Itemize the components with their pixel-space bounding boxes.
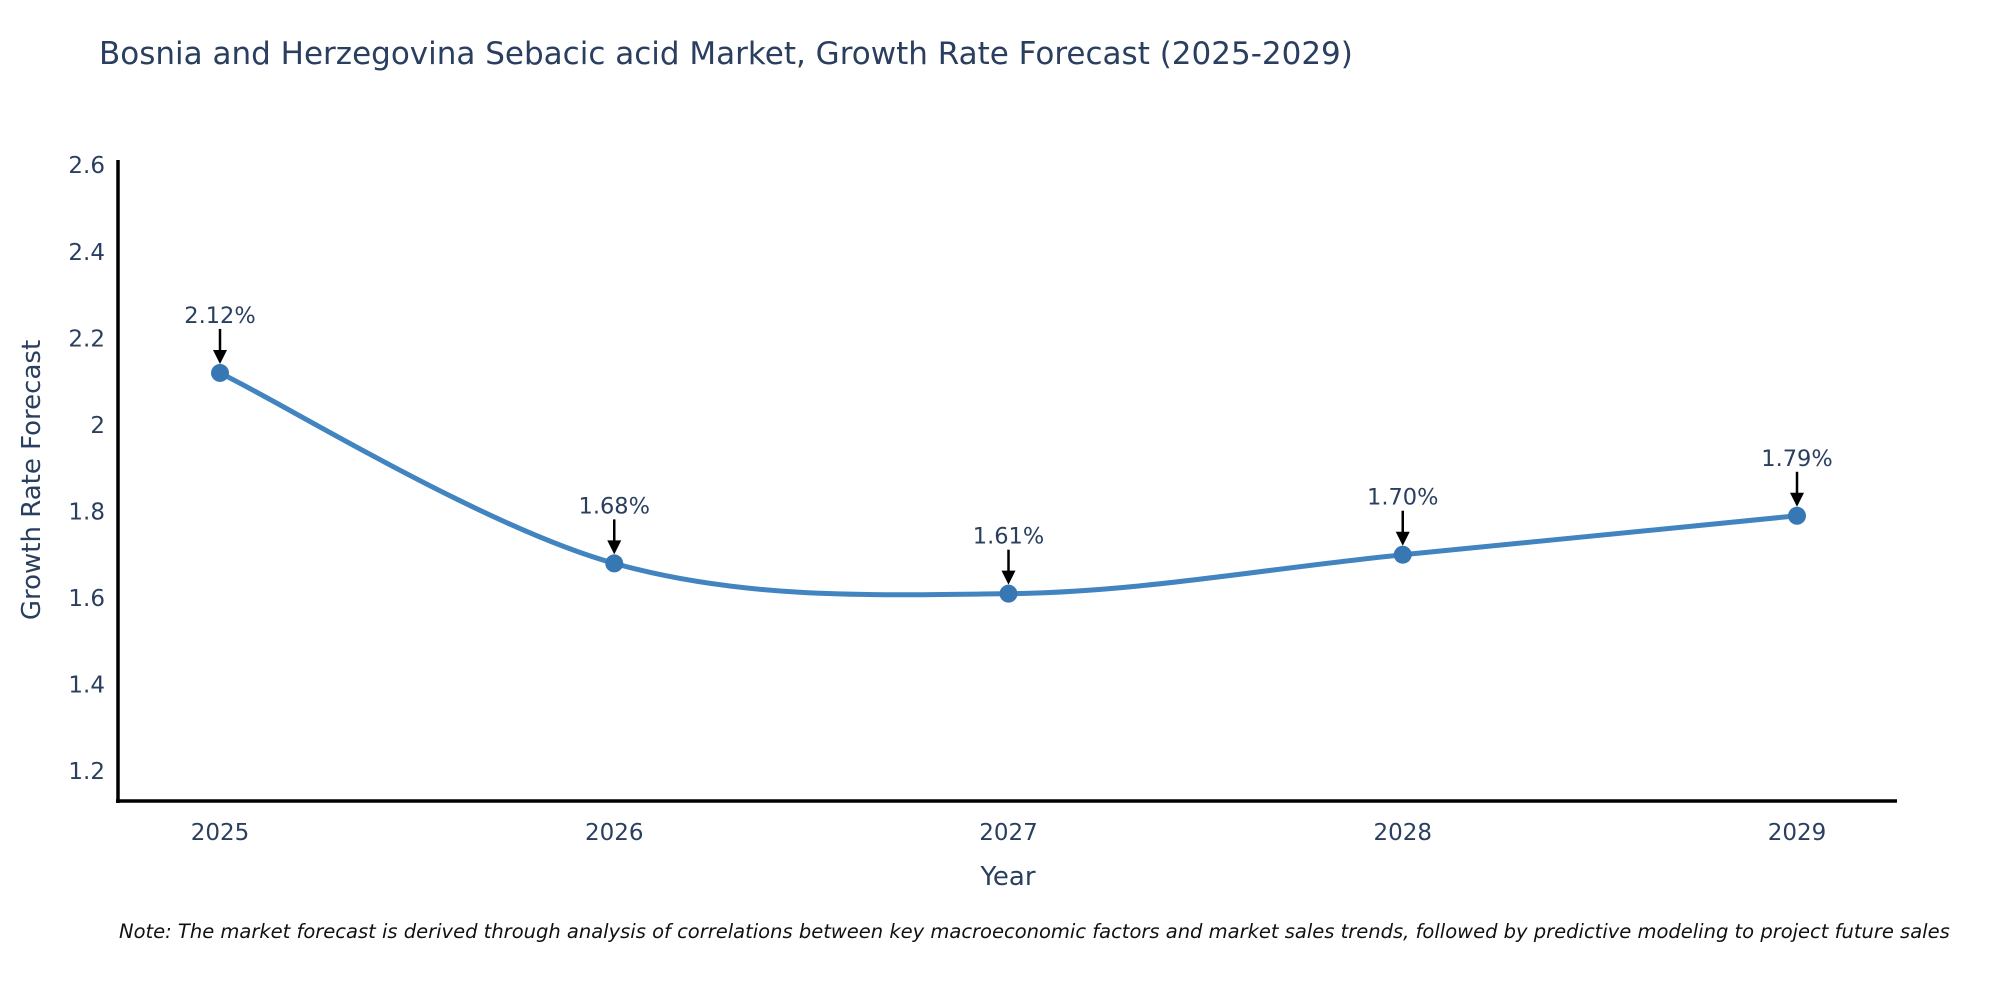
point-value-label: 1.70% — [1367, 485, 1438, 511]
data-point-marker — [1788, 506, 1806, 525]
data-point-marker — [1393, 545, 1412, 564]
y-tick-label: 2.6 — [68, 153, 105, 179]
y-tick-label: 2.2 — [68, 326, 105, 352]
y-tick-label: 1.4 — [68, 673, 105, 699]
x-tick-label: 2029 — [1768, 820, 1827, 846]
annotation-arrowhead — [213, 349, 227, 364]
y-axis-title: Growth Rate Forecast — [17, 339, 47, 621]
point-value-label: 2.12% — [184, 303, 255, 329]
data-point-marker — [999, 584, 1018, 603]
x-tick-label: 2026 — [585, 820, 644, 846]
y-tick-label: 2 — [90, 413, 105, 439]
annotation-arrowhead — [1790, 492, 1804, 507]
x-tick-label: 2028 — [1373, 820, 1432, 846]
y-tick-label: 1.6 — [68, 586, 105, 612]
point-value-label: 1.61% — [973, 524, 1044, 550]
annotation-arrowhead — [1395, 531, 1410, 546]
point-value-label: 1.68% — [579, 493, 650, 519]
point-value-label: 1.79% — [1761, 446, 1832, 472]
y-tick-label: 2.4 — [68, 240, 105, 266]
footnote: Note: The market forecast is derived thr… — [119, 920, 1950, 943]
annotation-arrowhead — [1001, 570, 1016, 585]
y-tick-label: 1.8 — [68, 499, 105, 525]
annotation-arrowhead — [607, 540, 622, 555]
data-point-marker — [211, 363, 229, 382]
chart-title: Bosnia and Herzegovina Sebacic acid Mark… — [99, 36, 1353, 72]
x-tick-label: 2027 — [979, 820, 1038, 846]
data-point-marker — [605, 554, 624, 573]
y-tick-label: 1.2 — [68, 759, 105, 785]
x-axis-title: Year — [980, 862, 1036, 892]
x-tick-label: 2025 — [191, 820, 250, 846]
